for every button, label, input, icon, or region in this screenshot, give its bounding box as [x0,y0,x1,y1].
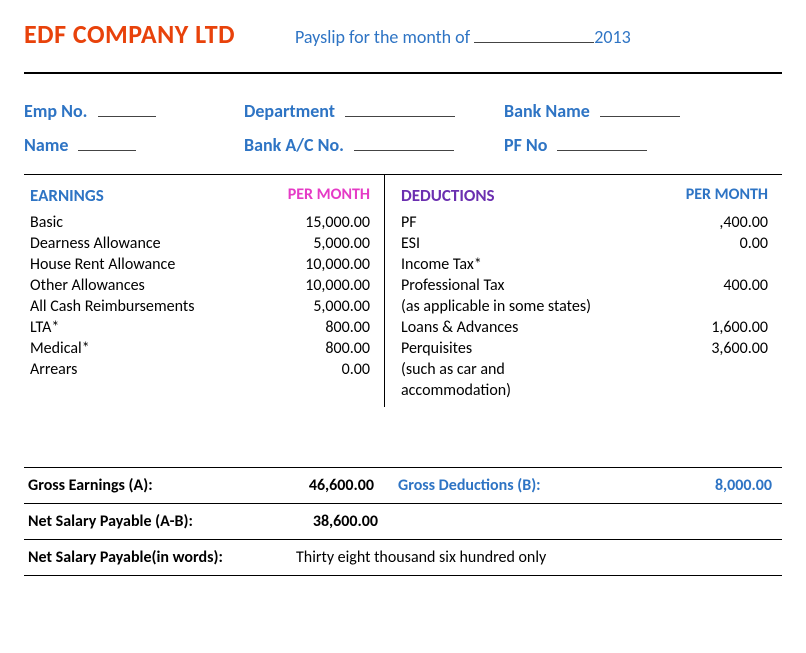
info-label: Emp No. [24,100,88,122]
earnings-item-value: 800.00 [280,318,370,337]
earnings-item-label: Other Allowances [30,276,145,295]
info-label: Department [244,100,335,122]
deductions-item-label: (such as car and [401,360,505,379]
gross-deductions-label: Gross Deductions (B): [398,476,541,495]
earnings-line: LTA* 800.00 [28,317,380,338]
earnings-item-label: Medical* [30,339,90,358]
deductions-item-value: 0.00 [678,234,768,253]
earnings-line: Arrears 0.00 [28,359,380,380]
deductions-item-value: 3,600.00 [678,339,768,358]
info-label: Bank Name [504,100,590,122]
deductions-item-value [678,297,768,316]
month-blank [474,42,594,43]
deductions-line: Perquisites 3,600.00 [399,338,778,359]
earnings-item-label: House Rent Allowance [30,255,175,274]
gross-earnings-label: Gross Earnings (A): [28,476,153,495]
deductions-per-month: PER MONTH [686,185,768,206]
employee-info: Emp No. Department Bank Name Name Bank A/C N… [24,100,782,156]
info-blank [78,150,136,151]
earnings-item-value: 5,000.00 [280,234,370,253]
net-salary-value: 38,600.00 [278,512,378,531]
earnings-item-label: LTA* [30,318,59,337]
earnings-line: Other Allowances 10,000.00 [28,275,380,296]
info-cell: Department [244,100,504,122]
earnings-item-value: 10,000.00 [280,276,370,295]
info-cell: Bank A/C No. [244,134,504,156]
earnings-line: Basic 15,000.00 [28,212,380,233]
divider-top [24,72,782,74]
header: EDF COMPANY LTD Payslip for the month of… [24,18,782,50]
net-salary-label: Net Salary Payable (A-B): [28,512,278,531]
deductions-title: DEDUCTIONS [401,185,495,206]
info-blank [600,116,680,117]
earnings-per-month: PER MONTH [288,185,370,206]
net-words-row: Net Salary Payable(in words): Thirty eig… [24,540,782,576]
deductions-item-label: (as applicable in some states) [401,297,591,316]
deductions-line: Loans & Advances 1,600.00 [399,317,778,338]
deductions-item-value [678,360,768,379]
info-blank [354,150,454,151]
info-cell: Name [24,134,244,156]
info-label: Name [24,134,68,156]
info-blank [557,150,647,151]
info-cell: Emp No. [24,100,244,122]
payslip-table: EARNINGS PER MONTH Basic15,000.00Dearnes… [24,174,782,576]
net-words-label: Net Salary Payable(in words): [28,548,278,567]
earnings-item-value: 15,000.00 [280,213,370,232]
earnings-item-value: 0.00 [280,360,370,379]
deductions-item-label: PF [401,213,417,232]
earnings-item-label: All Cash Reimbursements [30,297,194,316]
earnings-item-value: 10,000.00 [280,255,370,274]
info-row: Name Bank A/C No. PF No [24,134,782,156]
earnings-line: Medical* 800.00 [28,338,380,359]
payslip-prefix: Payslip for the month of [295,26,470,48]
info-label: Bank A/C No. [244,134,344,156]
gross-deductions-value: 8,000.00 [715,476,772,495]
totals-row: Gross Earnings (A): 46,600.00 Gross Dedu… [24,467,782,504]
earnings-line: All Cash Reimbursements 5,000.00 [28,296,380,317]
deductions-item-value: ,400.00 [678,213,768,232]
earnings-line: Dearness Allowance 5,000.00 [28,233,380,254]
deductions-line: (as applicable in some states) [399,296,778,317]
deductions-item-label: ESI [401,234,420,253]
earnings-line: House Rent Allowance 10,000.00 [28,254,380,275]
deductions-column: DEDUCTIONS PER MONTH PF ,400.00 ESI 0.00 Inc… [384,175,782,407]
deductions-item-value [678,381,768,400]
earnings-item-label: Arrears [30,360,77,379]
payslip-document: EDF COMPANY LTD Payslip for the month of… [0,0,806,606]
deductions-line: (such as car and [399,359,778,380]
deductions-item-label: Perquisites [401,339,472,358]
deductions-item-label: Income Tax* [401,255,482,274]
earnings-item-label: Dearness Allowance [30,234,161,253]
deductions-item-label: Professional Tax [401,276,504,295]
deductions-item-label: accommodation) [401,381,511,400]
deductions-line: ESI 0.00 [399,233,778,254]
net-words-value: Thirty eight thousand six hundred only [296,548,546,567]
year: 2013 [594,26,631,48]
earnings-title: EARNINGS [30,185,104,206]
info-row: Emp No. Department Bank Name [24,100,782,122]
earnings-item-value: 5,000.00 [280,297,370,316]
info-cell: PF No [504,134,724,156]
info-label: PF No [504,134,547,156]
deductions-line: accommodation) [399,380,778,401]
net-salary-row: Net Salary Payable (A-B): 38,600.00 [24,504,782,540]
deductions-line: PF ,400.00 [399,212,778,233]
deductions-line: Professional Tax 400.00 [399,275,778,296]
payslip-title: Payslip for the month of 2013 [295,26,631,48]
deductions-item-value: 400.00 [678,276,768,295]
earnings-item-label: Basic [30,213,63,232]
gross-earnings-value: 46,600.00 [309,476,374,495]
info-cell: Bank Name [504,100,724,122]
company-name: EDF COMPANY LTD [24,18,235,50]
info-blank [345,116,455,117]
deductions-item-label: Loans & Advances [401,318,518,337]
earnings-column: EARNINGS PER MONTH Basic15,000.00Dearnes… [24,175,384,407]
deductions-item-value [678,255,768,274]
deductions-item-value: 1,600.00 [678,318,768,337]
deductions-line: Income Tax* [399,254,778,275]
info-blank [98,116,156,117]
earnings-item-value: 800.00 [280,339,370,358]
